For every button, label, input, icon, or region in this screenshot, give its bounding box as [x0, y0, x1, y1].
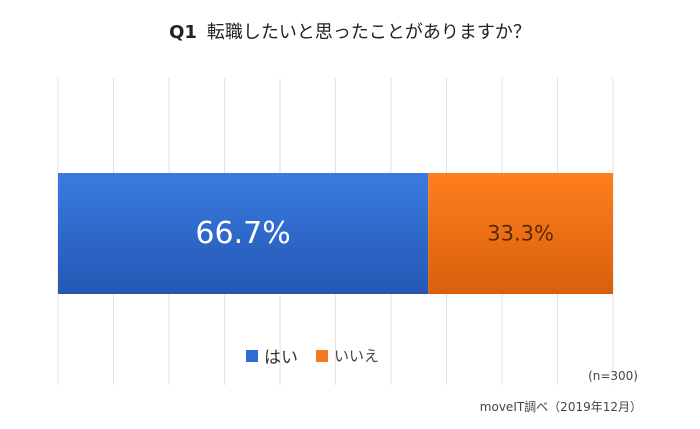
legend: はい いいえ — [246, 343, 397, 368]
question-number: Q1 — [169, 22, 197, 43]
question-text: 転職したいと思ったことがありますか？ — [206, 22, 531, 43]
source-note: moveIT調べ（2019年12月） — [479, 400, 642, 414]
legend-swatch-no — [316, 349, 328, 362]
legend-label-no: いいえ — [334, 347, 380, 365]
sample-size-note: (n=300) — [588, 369, 638, 383]
chart-title: Q1 転職したいと思ったことがありますか？ — [0, 18, 700, 44]
legend-swatch-yes — [246, 349, 258, 362]
bar-segment-yes — [58, 173, 429, 294]
bar-segment-no — [428, 173, 613, 294]
data-label-no: 33.3% — [487, 222, 554, 246]
legend-item-yes: はい — [246, 343, 298, 368]
legend-label-yes: はい — [264, 348, 298, 368]
data-label-yes: 66.7% — [195, 216, 290, 251]
legend-item-no: いいえ — [316, 345, 379, 366]
